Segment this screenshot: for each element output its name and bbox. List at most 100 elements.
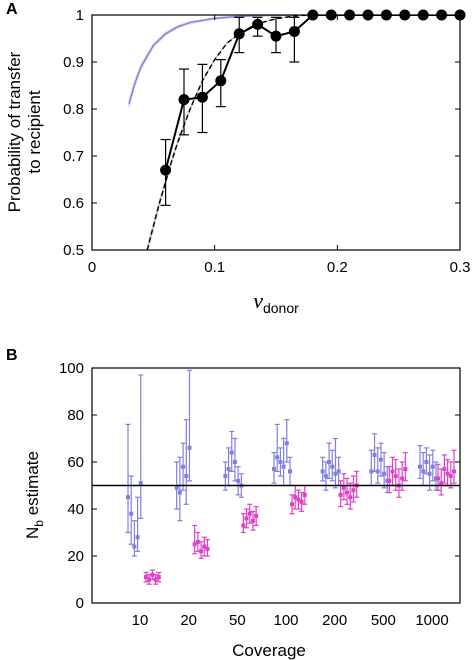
estimate-point (254, 514, 259, 519)
estimate-point (400, 476, 405, 481)
estimate-point (278, 460, 283, 464)
estimate-point (126, 495, 130, 500)
estimate-point (336, 469, 341, 474)
estimate-point (187, 445, 192, 450)
estimate-point (177, 490, 182, 495)
estimate-point (372, 452, 377, 457)
data-point (288, 25, 300, 37)
estimate-point (452, 469, 456, 474)
estimate-point (375, 469, 380, 474)
panel-b-xtick-label: 500 (371, 612, 396, 629)
estimate-point (202, 544, 207, 549)
estimate-point (156, 575, 161, 580)
estimate-point (436, 476, 440, 481)
estimate-point (138, 481, 143, 486)
estimate-point (299, 499, 304, 504)
panel-b-ytick-label: 0 (76, 595, 84, 612)
model-grey-line (146, 15, 313, 250)
panel-b-xtick-label: 200 (322, 612, 347, 629)
estimate-point (205, 546, 210, 551)
estimate-point (293, 495, 298, 500)
estimate-point (345, 490, 350, 495)
estimate-point (236, 478, 241, 483)
estimate-point (250, 518, 255, 523)
model-grey-band (147, 15, 313, 250)
panel-a-ytick-label: 0.6 (63, 195, 84, 212)
estimate-point (338, 492, 343, 497)
panel-b-ytick-label: 60 (67, 454, 84, 471)
estimate-point (448, 474, 453, 479)
estimate-point (424, 460, 429, 464)
estimate-point (223, 474, 228, 479)
estimate-point (229, 450, 234, 455)
estimate-point (302, 492, 307, 497)
panel-b-xlabel: Coverage (232, 641, 306, 660)
panel-a-ytick-label: 0.9 (63, 54, 84, 71)
data-point (215, 75, 227, 87)
estimate-point (184, 474, 189, 479)
estimate-point (281, 464, 286, 469)
estimate-point (288, 469, 292, 474)
panel-label-b: B (6, 347, 18, 364)
estimate-point (181, 464, 186, 469)
data-line (164, 15, 460, 171)
model-blue-band (128, 15, 338, 110)
panel-b-ylabel-sub: b (32, 520, 46, 527)
panel-a-ytick-label: 0.7 (63, 148, 84, 165)
estimate-point (387, 478, 392, 483)
estimate-point (199, 549, 204, 554)
panel-b-ylabel-main: N (23, 527, 42, 539)
estimate-point (284, 441, 289, 446)
estimate-point (430, 464, 435, 469)
panel-b-xtick-label: 50 (229, 612, 246, 629)
estimate-point (241, 523, 246, 528)
panel-a-ytick-label: 0.8 (63, 101, 84, 118)
estimate-point (439, 481, 444, 486)
estimate-point (132, 544, 137, 549)
estimate-point (275, 455, 280, 460)
estimate-point (341, 485, 346, 490)
estimate-point (272, 467, 276, 472)
estimate-point (369, 469, 374, 474)
panel-a-ytick-label: 1 (76, 7, 84, 24)
panel-b-ytick-label: 20 (67, 548, 84, 565)
panel-b-axes-box (91, 367, 461, 604)
estimate-point (323, 474, 328, 479)
estimate-point (418, 464, 422, 469)
panel-a-axes-box (91, 14, 461, 251)
estimate-point (147, 577, 152, 582)
panel-b-ylabel: Nb estimate (23, 451, 46, 539)
panel-b-chart: Nb estimate Coverage 0 20 40 60 80 100 10 20 50 1… (23, 360, 461, 660)
panel-a-xlabel-sub: donor (263, 300, 299, 316)
estimate-point (403, 467, 408, 472)
data-point (178, 94, 190, 106)
estimate-point (296, 497, 301, 502)
estimate-point (445, 471, 450, 476)
estimate-point (421, 469, 426, 474)
estimate-point (327, 460, 332, 464)
panel-a-xtick-label: 0 (88, 259, 96, 276)
panel-a-ylabel-line1: Probability of transfer (5, 51, 24, 212)
panel-a-xlabel-symbol: ν (253, 288, 263, 313)
estimate-point (192, 542, 197, 547)
estimate-point (244, 516, 249, 521)
estimate-point (144, 575, 148, 580)
panel-b-ytick-label: 40 (67, 501, 84, 518)
model-blue-line (128, 15, 338, 105)
data-point (252, 18, 264, 30)
panel-b-xtick-label: 10 (132, 612, 149, 629)
estimate-point (427, 471, 432, 476)
estimate-point (153, 577, 158, 582)
data-point (233, 28, 245, 40)
panel-a-ytick-label: 0.5 (63, 242, 84, 259)
data-point (160, 164, 172, 176)
panel-b-ytick-label: 80 (67, 407, 84, 424)
estimate-point (378, 457, 383, 462)
panel-a-chart: Probability of transfer to recipient νdo… (5, 7, 470, 316)
panel-a-plot-area (128, 15, 460, 250)
panel-b-xtick-label: 1000 (415, 612, 448, 629)
estimate-point (382, 471, 387, 476)
data-point (196, 91, 208, 103)
estimate-point (232, 460, 237, 464)
estimate-point (129, 511, 134, 516)
